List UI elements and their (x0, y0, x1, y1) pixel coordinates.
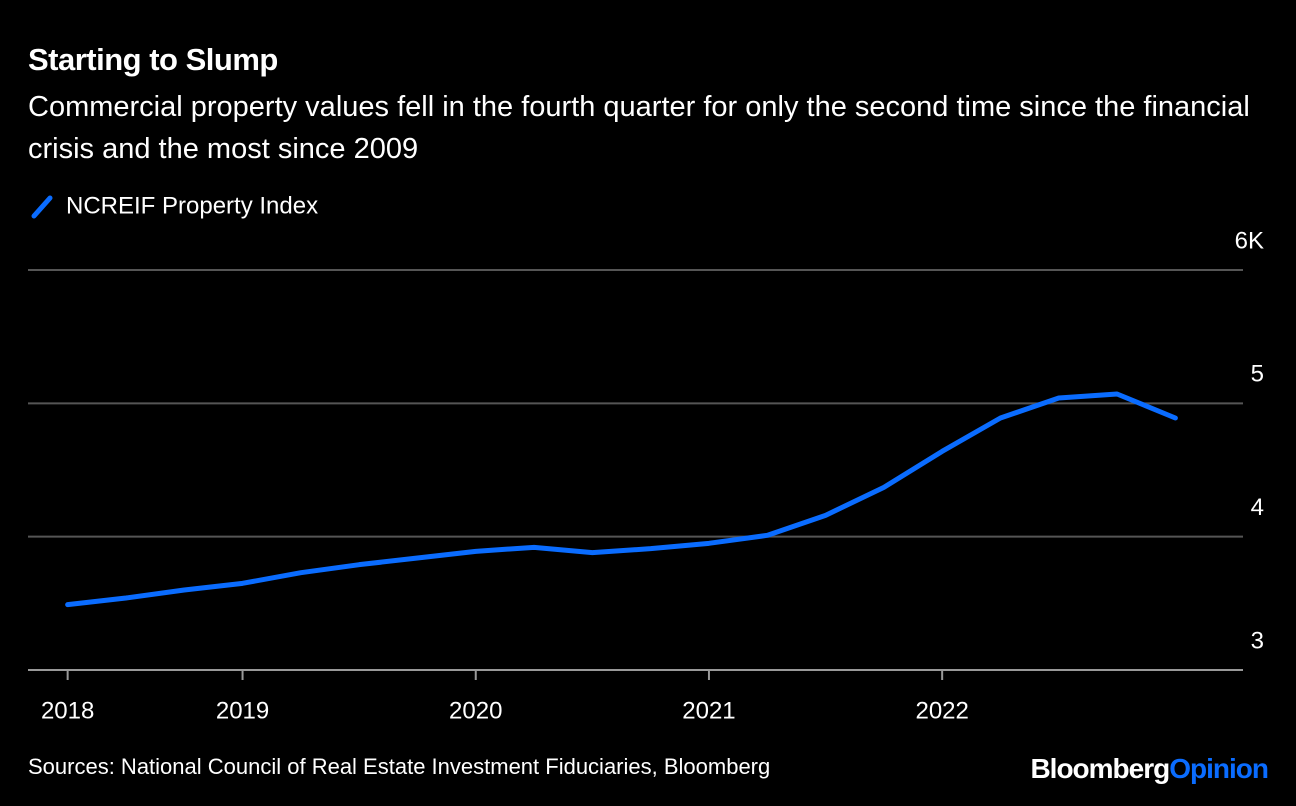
y-tick-label: 4 (1251, 494, 1264, 521)
x-tick-label: 2019 (216, 697, 269, 724)
logo: BloombergOpinion (1030, 753, 1268, 784)
source-note: Sources: National Council of Real Estate… (28, 754, 770, 779)
x-tick-label: 2021 (682, 697, 735, 724)
legend-label: NCREIF Property Index (66, 192, 318, 219)
legend-swatch (31, 195, 53, 219)
x-tick-label: 2020 (449, 697, 502, 724)
y-tick-label: 6K (1235, 227, 1264, 254)
x-tick-label: 2018 (41, 697, 94, 724)
series-line (65, 391, 1178, 608)
chart-title: Starting to Slump (28, 42, 278, 77)
logo-brand: Bloomberg (1030, 753, 1169, 784)
chart-subtitle: Commercial property values fell in the f… (28, 91, 1250, 165)
logo-suffix: Opinion (1169, 753, 1268, 784)
y-tick-label: 3 (1251, 627, 1264, 654)
x-tick-label: 2022 (915, 697, 968, 724)
y-tick-label: 5 (1251, 361, 1264, 388)
